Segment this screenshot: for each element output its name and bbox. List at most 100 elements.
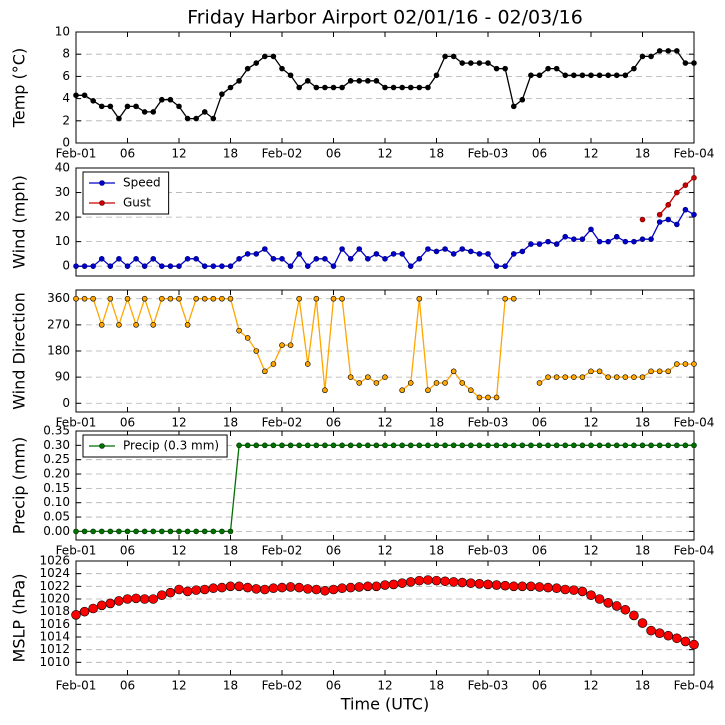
data-point	[262, 246, 268, 252]
data-point	[648, 53, 654, 60]
data-point	[330, 442, 337, 449]
plot-frame	[75, 31, 695, 144]
x-tick-label: Feb-01	[56, 679, 97, 693]
data-point	[562, 374, 569, 380]
data-point	[648, 442, 654, 449]
data-point	[296, 251, 302, 257]
data-point	[656, 48, 663, 54]
data-point	[270, 442, 277, 449]
x-tick-label: 18	[429, 416, 444, 430]
y-tick-label: 10	[55, 234, 70, 248]
data-point	[674, 361, 680, 367]
data-point	[236, 78, 242, 84]
legend-label: Speed	[123, 176, 161, 190]
data-point	[330, 263, 337, 269]
data-point	[534, 582, 545, 592]
data-point	[363, 581, 373, 592]
data-point	[116, 115, 122, 122]
y-tick-label: 180	[47, 344, 70, 358]
data-point	[347, 78, 354, 84]
x-tick-label: 18	[635, 544, 650, 558]
data-point	[622, 374, 629, 380]
x-tick-label: 06	[120, 679, 135, 693]
data-point	[648, 368, 654, 375]
data-point	[545, 374, 551, 380]
data-point	[165, 587, 176, 598]
data-point	[339, 84, 345, 91]
data-point	[588, 368, 594, 375]
x-tick-label: Feb-02	[262, 416, 303, 430]
data-point	[414, 575, 425, 586]
data-point	[133, 322, 139, 328]
data-point	[210, 263, 217, 269]
data-point	[251, 584, 262, 594]
data-point	[450, 442, 457, 449]
data-point	[193, 256, 199, 262]
data-point	[236, 327, 242, 334]
x-tick-label: Feb-02	[262, 679, 303, 693]
data-point	[270, 53, 277, 60]
data-point	[431, 575, 442, 586]
data-point	[596, 238, 603, 245]
data-point	[425, 246, 431, 252]
data-point	[253, 60, 260, 66]
data-point	[201, 295, 208, 302]
data-point	[571, 72, 577, 79]
data-point	[124, 295, 131, 302]
x-tick-label: 06	[326, 544, 341, 558]
legend-marker	[99, 180, 105, 186]
data-point	[397, 578, 407, 588]
data-point	[279, 442, 285, 449]
data-point	[227, 528, 234, 535]
data-point	[468, 60, 474, 66]
data-point	[365, 78, 371, 84]
y-tick-label: 0.25	[43, 452, 70, 466]
data-point	[201, 528, 208, 535]
data-point	[388, 579, 399, 590]
x-tick-label: 06	[532, 416, 547, 430]
y-tick-label: 1018	[39, 604, 70, 618]
data-point	[174, 584, 184, 595]
data-point	[605, 442, 611, 449]
data-point	[674, 189, 680, 196]
data-point	[219, 528, 225, 535]
data-point	[622, 72, 629, 79]
data-point	[390, 84, 397, 91]
x-tick-label: Feb-04	[674, 544, 715, 558]
data-point	[373, 78, 380, 84]
data-point	[577, 586, 588, 597]
x-tick-label: 12	[171, 147, 186, 161]
data-point	[322, 84, 328, 91]
data-point	[98, 256, 105, 262]
data-point	[330, 84, 337, 91]
data-point	[613, 442, 620, 449]
data-point	[483, 579, 493, 590]
x-tick-label: 18	[635, 147, 650, 161]
plot-frame	[75, 430, 695, 541]
x-tick-label: 06	[120, 416, 135, 430]
data-point	[631, 65, 637, 72]
data-point	[320, 585, 330, 596]
data-point	[131, 593, 141, 604]
data-point	[637, 618, 648, 628]
data-point	[500, 580, 510, 591]
data-point	[176, 528, 182, 535]
data-point	[90, 528, 96, 535]
data-point	[107, 295, 114, 302]
data-point	[691, 442, 697, 449]
data-point	[133, 528, 139, 535]
x-tick-label: Feb-04	[674, 147, 715, 161]
data-point	[304, 442, 311, 449]
data-point	[596, 368, 603, 375]
data-point	[107, 528, 114, 535]
data-point	[287, 263, 294, 269]
data-point	[405, 577, 416, 587]
y-tick-label: 0.10	[43, 495, 70, 509]
data-point	[476, 394, 483, 401]
data-point	[73, 528, 79, 535]
x-tick-label: 18	[635, 679, 650, 693]
chart-title: Friday Harbor Airport 02/01/16 - 02/03/1…	[187, 7, 583, 29]
y-axis-label: MSLP (hPa)	[10, 574, 29, 663]
data-point	[517, 581, 528, 592]
data-point	[416, 84, 423, 91]
